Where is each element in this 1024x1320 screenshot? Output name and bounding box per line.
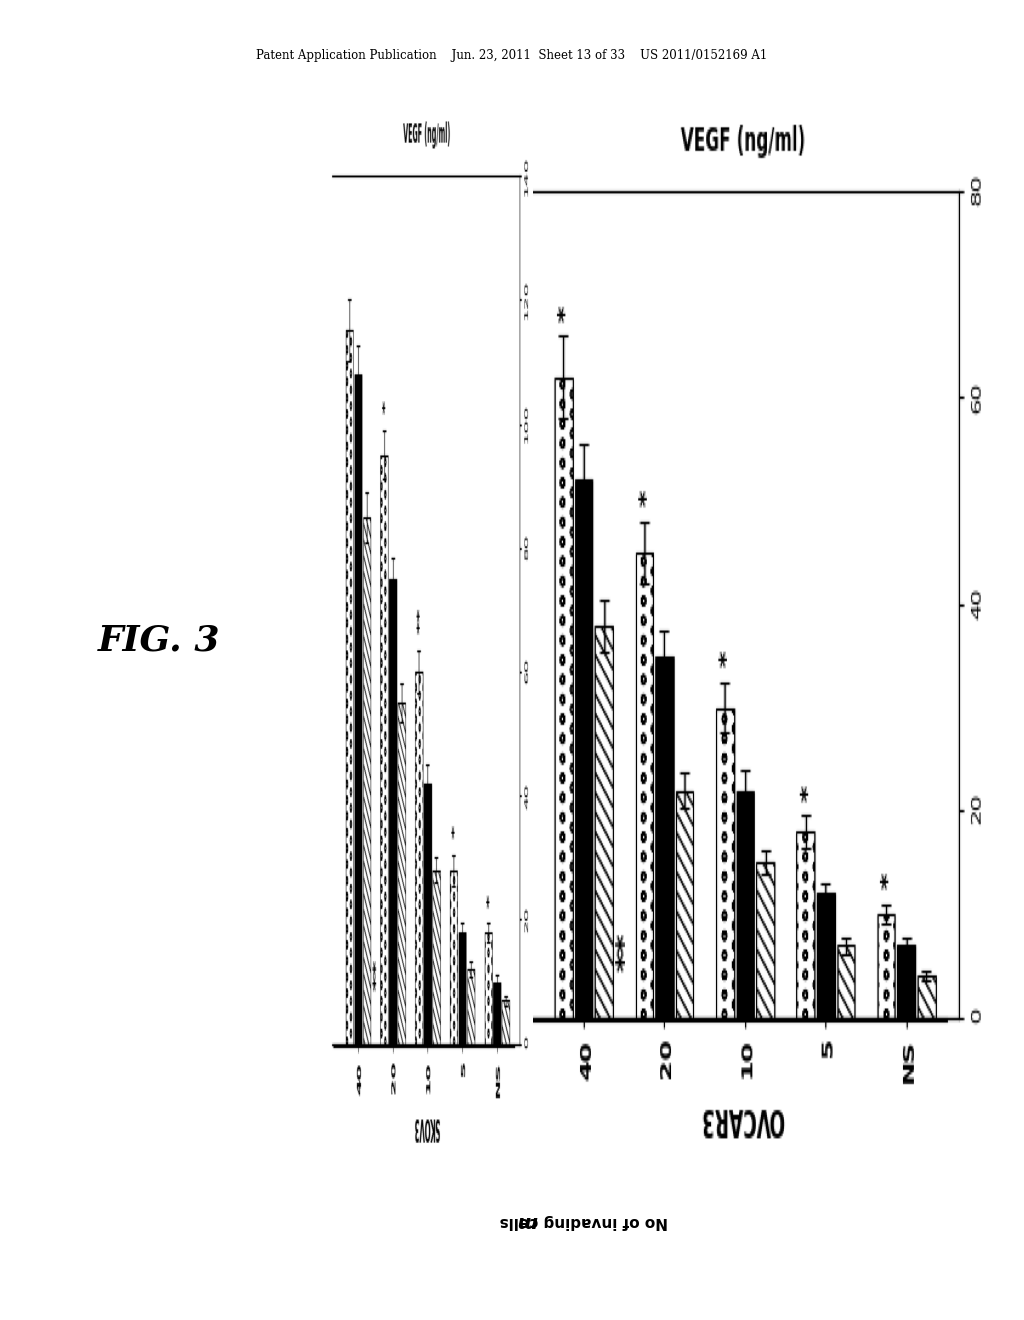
Text: No of invading cells: No of invading cells xyxy=(500,1213,668,1229)
Text: FIG. 3: FIG. 3 xyxy=(97,623,220,657)
Text: Patent Application Publication    Jun. 23, 2011  Sheet 13 of 33    US 2011/01521: Patent Application Publication Jun. 23, … xyxy=(256,49,768,62)
Text: m: m xyxy=(517,1212,538,1230)
